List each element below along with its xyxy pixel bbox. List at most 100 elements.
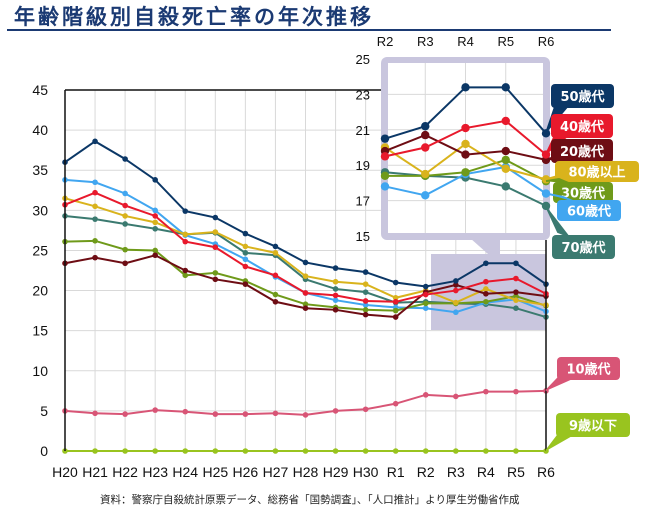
y-tick-label: 30 [32,202,48,218]
inset-x-tick-label: R3 [417,34,434,49]
series-3-point [212,229,219,235]
label-box [551,84,614,108]
inset-y-tick-label: 25 [356,52,370,67]
series-8-point [483,448,489,454]
series-2-point [152,252,158,259]
series-7-point [362,406,369,413]
y-tick-label: 45 [32,82,48,98]
inset-callout-tail [470,238,500,254]
series-2-point [513,289,519,295]
inset-x-tick-label: R4 [457,34,474,49]
series-5-point [152,207,158,214]
series-4-point [212,270,219,276]
label-text: 20歳代 [560,144,604,160]
series-4-point [483,298,489,305]
series-label-3: 80歳以上 [545,161,639,182]
series-8-point [513,448,519,454]
series-3-point [242,243,249,250]
label-text: 10歳代 [566,362,610,378]
inset-y-tick-label: 15 [356,229,370,244]
x-axis-ticks: H20 H21 H22 H23 H24 H25 H26 H27 H28 H29 H30 R1 R2 R3 R… [52,464,555,480]
series-0-point [302,259,309,266]
series-3-point [332,278,339,285]
series-0-point [122,156,128,162]
inset-y-ticks: 15 17 19 21 23 25 [356,52,370,244]
series-7-point [422,392,429,398]
label-box [553,182,613,203]
x-tick-label: H22 [112,464,138,480]
series-8-point [453,448,459,454]
label-text: 9歳以下 [569,418,617,434]
series-4-point [272,291,279,298]
series-0-point [422,283,429,290]
series-0-point [242,230,249,237]
series-4-point [92,238,98,244]
series-8-point [182,448,189,454]
x-tick-label: H25 [202,464,228,480]
series-3-point [513,297,519,303]
series-1-point [212,244,219,251]
series-8-point [242,448,249,454]
series-0-point [92,138,98,145]
series-1-inset-point [421,143,430,152]
label-box [552,235,615,259]
series-3-point [453,299,459,306]
series-7-point [302,412,309,418]
series-2-point [453,282,459,288]
inset-y-tick-label: 21 [356,123,370,138]
series-1-point [422,291,429,298]
label-text: 80歳以上 [568,165,625,181]
series-7-point [212,411,219,417]
series-5-point [122,190,128,197]
series-1-point [513,275,519,282]
x-tick-label: H30 [353,464,379,480]
series-1-point [483,278,489,285]
series-8-point [392,448,399,454]
label-box [551,114,613,138]
series-labels: 50歳代 40歳代 20歳代 80歳以上 30歳代 60歳代 70歳代 10歳代 9歳以下 [545,84,639,452]
series-2-inset-point [501,146,510,156]
inset-x-ticks: R2 R3 R4 R5 R6 [377,34,555,49]
series-0-point [332,265,339,271]
series-7-point [122,411,128,417]
series-4-point [302,301,309,307]
x-tick-label: H26 [233,464,259,480]
series-2-inset-point [421,130,430,140]
x-tick-label: H29 [323,464,349,480]
series-6-point [332,286,339,292]
series-label-2: 20歳代 [545,139,613,163]
y-tick-label: 10 [32,363,48,379]
y-tick-label: 15 [32,323,48,339]
series-7-point [392,400,399,407]
x-tick-label: H23 [142,464,168,480]
y-axis-ticks: 0 5 10 15 20 25 30 35 40 45 [32,82,48,459]
series-1-point [92,189,98,196]
x-tick-label: H21 [82,464,108,480]
series-2-point [272,298,279,305]
label-text: 40歳代 [560,119,604,135]
line-chart: 0 5 10 15 20 25 30 35 40 45 H20 H21 H22 H23 H24 H25 H26… [32,34,639,480]
main-series [62,138,549,454]
series-4-point [422,300,429,307]
series-1-inset-point [380,152,390,161]
inset-y-tick-label: 17 [356,194,370,209]
series-label-5: 60歳代 [545,192,621,221]
series-8-point [272,448,279,454]
series-0-point [392,279,399,286]
series-7-point [332,408,339,414]
series-1-point [182,238,189,245]
series-4-inset-point [380,171,390,181]
series-2-point [122,260,128,267]
label-box [557,357,620,380]
series-5-point [242,256,249,263]
series-0-point [152,177,158,183]
series-3-point [483,286,489,292]
series-4-inset-point [501,155,510,165]
label-text: 50歳代 [560,89,604,105]
series-1-point [122,202,128,209]
series-7-point [152,407,158,413]
series-label-8: 9歳以下 [545,413,630,452]
x-tick-label: R3 [447,464,465,480]
series-3-point [122,213,128,219]
label-box [556,413,630,437]
